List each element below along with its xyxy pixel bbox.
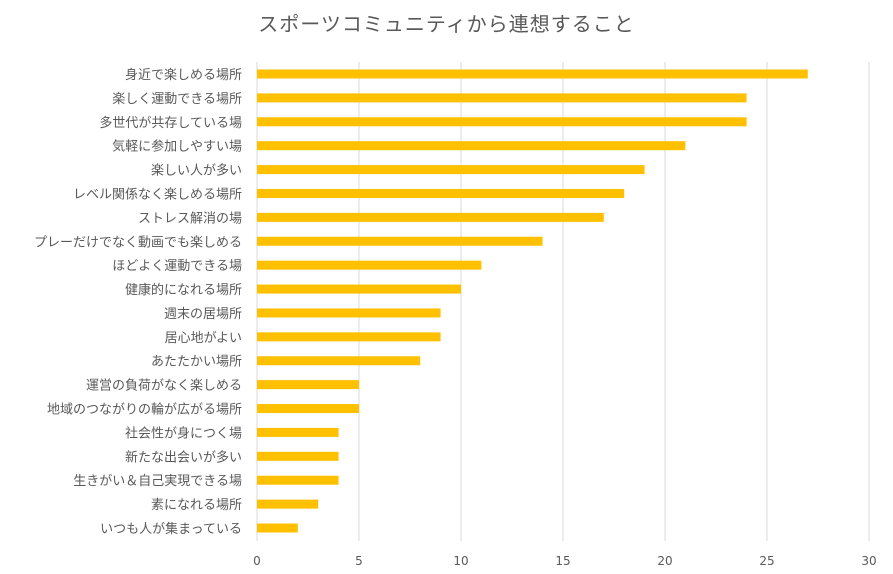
x-tick-label: 5 [355,554,363,568]
bar [257,93,747,103]
bar [257,332,441,342]
bar [257,188,625,198]
bar [257,260,482,270]
category-label: 居心地がよい [165,331,242,346]
bar [257,475,339,485]
category-label: プレーだけでなく動画でも楽しめる [34,234,242,250]
bar [257,523,298,533]
bar [257,499,319,509]
category-label: 身近で楽しめる場所 [125,67,242,83]
x-tick-label: 15 [555,554,570,568]
grid-layer [256,62,870,541]
category-label: 地域のつながりの輪が広がる場所 [47,402,242,418]
category-label: 楽しく運動できる場所 [112,91,242,107]
bar [257,451,339,461]
bar [257,117,747,127]
bar [257,212,604,222]
x-tick-label: 20 [657,554,672,568]
category-label: 運営の負荷がなく楽しめる [86,378,242,394]
category-label: 新たな出会いが多い [125,449,242,465]
category-label: ストレス解消の場 [138,211,242,226]
bar [257,427,339,437]
bar-layer [257,69,808,533]
bar [257,236,543,246]
chart-title: スポーツコミュニティから連想すること [258,12,635,36]
category-label: 生きがい＆自己実現できる場 [73,473,242,489]
category-label: あたたかい場所 [151,355,242,370]
bar [257,356,421,366]
bar [257,69,808,79]
x-tick-label: 0 [253,554,261,568]
category-label: 気軽に参加しやすい場 [112,139,242,155]
x-tick-label: 30 [861,554,876,568]
x-tick-layer: 0 5 10 15 20 25 30 [253,554,876,568]
category-label: ほどよく運動できる場 [112,259,242,274]
category-label: レベル関係なく楽しめる場所 [73,186,242,202]
category-label: 楽しい人が多い [151,163,242,179]
category-label: 週末の居場所 [164,307,242,322]
category-label: いつも人が集まっている [100,521,242,537]
category-label: 多世代が共存している場 [99,115,242,131]
category-label: 健康的になれる場所 [125,282,242,298]
category-label: 社会性が身につく場 [125,425,242,441]
category-label: 素になれる場所 [151,498,242,513]
x-tick-label: 25 [759,554,774,568]
bar [257,404,359,414]
bar [257,308,441,318]
x-tick-label: 10 [453,554,468,568]
category-label-layer: 身近で楽しめる場所楽しく運動できる場所多世代が共存している場気軽に参加しやすい場… [34,67,242,537]
bar [257,165,645,175]
bar [257,284,461,294]
bar [257,141,686,151]
bar [257,380,359,390]
